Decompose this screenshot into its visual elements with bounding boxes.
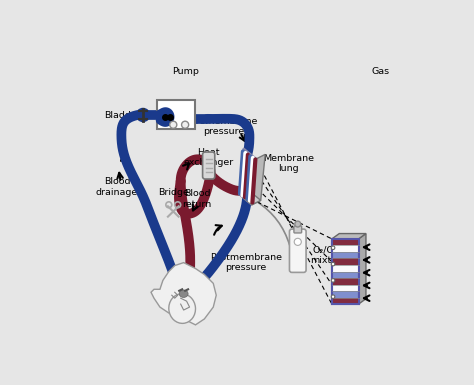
Polygon shape — [239, 149, 256, 205]
Text: Membrane
lung: Membrane lung — [264, 154, 314, 173]
Polygon shape — [332, 298, 358, 304]
Text: O₂/CO₂
mixture: O₂/CO₂ mixture — [310, 246, 347, 265]
Circle shape — [331, 279, 335, 282]
Polygon shape — [332, 258, 358, 265]
Polygon shape — [252, 154, 265, 205]
Text: Bridge: Bridge — [158, 188, 189, 198]
Polygon shape — [332, 285, 358, 291]
Text: Heat
exchanger: Heat exchanger — [184, 148, 234, 167]
Circle shape — [137, 109, 149, 122]
Text: Pump: Pump — [172, 67, 199, 76]
Polygon shape — [151, 263, 216, 325]
Polygon shape — [332, 245, 358, 252]
Text: Blood
return: Blood return — [182, 189, 211, 209]
Circle shape — [295, 221, 301, 227]
FancyBboxPatch shape — [294, 226, 301, 233]
Text: Gas: Gas — [372, 67, 390, 76]
Ellipse shape — [179, 290, 188, 298]
Ellipse shape — [169, 294, 195, 323]
Polygon shape — [332, 239, 358, 245]
Text: Bladder: Bladder — [104, 111, 141, 121]
Polygon shape — [332, 265, 358, 271]
Text: Postmembrane
pressure: Postmembrane pressure — [210, 253, 282, 272]
Text: Blood
drainage: Blood drainage — [96, 177, 138, 197]
FancyBboxPatch shape — [290, 229, 306, 273]
Text: Premembrane
pressure: Premembrane pressure — [190, 117, 257, 136]
Polygon shape — [358, 234, 366, 304]
Circle shape — [294, 238, 301, 245]
Circle shape — [182, 121, 189, 128]
Circle shape — [331, 295, 335, 298]
Polygon shape — [332, 239, 358, 304]
Bar — [157, 100, 195, 129]
Polygon shape — [239, 190, 261, 205]
Circle shape — [331, 262, 335, 266]
Circle shape — [331, 246, 335, 249]
Polygon shape — [332, 271, 358, 278]
Polygon shape — [332, 252, 358, 258]
Polygon shape — [332, 291, 358, 298]
Polygon shape — [332, 278, 358, 285]
Polygon shape — [332, 234, 366, 239]
Circle shape — [170, 121, 177, 128]
FancyBboxPatch shape — [202, 152, 215, 179]
